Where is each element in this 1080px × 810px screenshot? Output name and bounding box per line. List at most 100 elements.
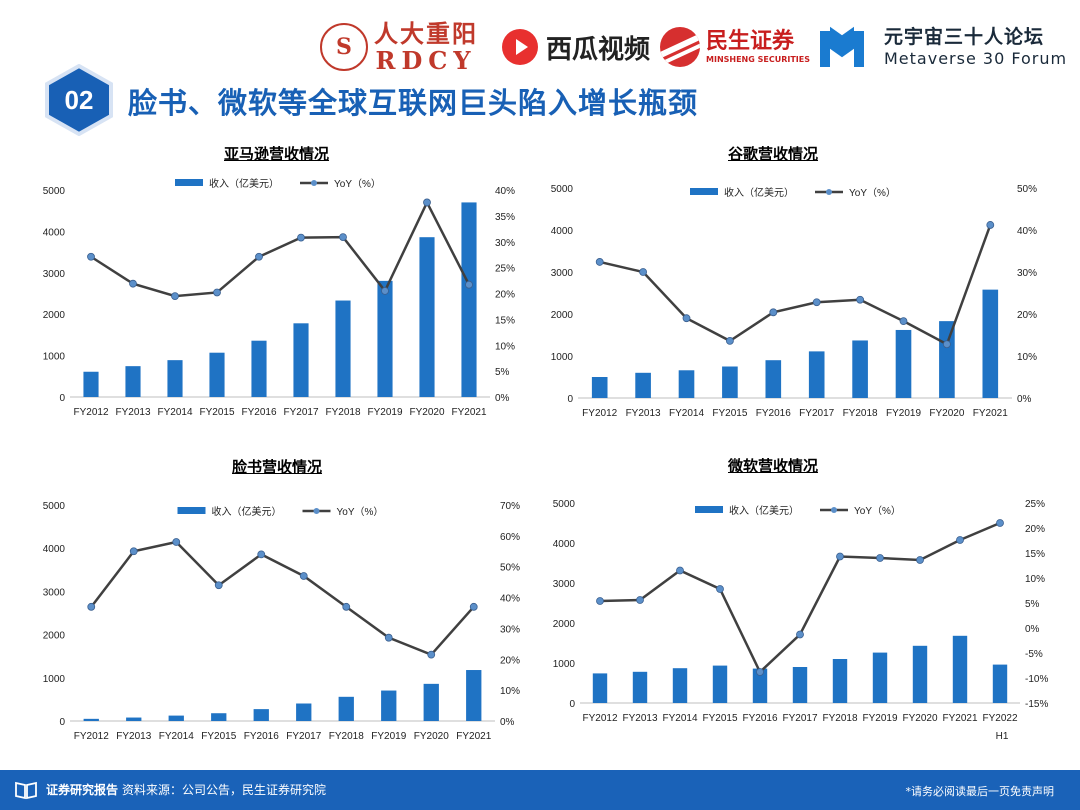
metaverse-m-icon (820, 26, 866, 67)
yoy-line (90, 199, 471, 298)
revenue-bar (293, 323, 309, 397)
yoy-point (299, 572, 308, 580)
footer-label: 证券研究报告 (46, 783, 119, 797)
legend-bar-label: 收入（亿美元） (724, 186, 794, 199)
revenue-bar (466, 670, 482, 721)
y-right-tick-label: 10% (495, 341, 515, 352)
legend-line-label: YoY（%） (334, 178, 381, 190)
yoy-point (255, 252, 263, 261)
y-right-tick-label: -5% (1025, 649, 1043, 660)
y-right-tick-label: 0% (500, 717, 515, 728)
logo-bar: S 人大重阳 RDCY 西瓜视频 民生证券 MINSHENG SECURITIE… (320, 14, 1070, 80)
y-left-tick-label: 4000 (553, 539, 576, 550)
y-left-tick-label: 3000 (43, 587, 66, 598)
legend-line-marker (311, 180, 317, 186)
footer-source: 资料来源：公司公告，民生证券研究院 (122, 783, 327, 797)
y-left-tick-label: 0 (569, 699, 575, 710)
revenue-bar (423, 683, 439, 721)
yoy-point (87, 602, 96, 611)
y-left-tick-label: 2000 (43, 631, 66, 642)
x-tick-label: FY2017 (799, 408, 834, 419)
yoy-point (87, 252, 95, 261)
x-tick-label: FY2014 (159, 731, 194, 742)
y-right-tick-label: 20% (1017, 310, 1037, 321)
y-right-tick-label: 10% (500, 686, 520, 697)
x-tick-label: FY2021 (456, 731, 491, 742)
y-left-tick-label: 4000 (43, 227, 66, 238)
y-right-tick-label: 15% (495, 315, 515, 326)
y-left-tick-label: 3000 (553, 579, 576, 590)
section-number: 02 (65, 85, 94, 115)
y-right-tick-label: -15% (1025, 699, 1048, 710)
y-right-tick-label: 30% (495, 238, 515, 249)
revenue-bar (251, 340, 267, 397)
yoy-point (836, 552, 844, 561)
revenue-bar (381, 690, 397, 721)
legend-line-marker (826, 189, 832, 195)
y-left-tick-label: 1000 (551, 352, 574, 363)
revenue-bar (167, 360, 183, 397)
page-title: 脸书、微软等全球互联网巨头陷入增长瓶颈 (128, 86, 699, 120)
y-right-tick-label: 40% (495, 186, 515, 197)
yoy-point (171, 292, 179, 300)
x-tick-label: FY2012 (582, 713, 617, 724)
y-right-tick-label: 40% (500, 594, 520, 605)
revenue-bar (296, 703, 312, 721)
y-left-tick-label: 4000 (551, 226, 574, 237)
y-right-tick-label: 30% (500, 624, 520, 635)
revenue-bar (632, 671, 648, 703)
x-tick-label: FY2020 (409, 407, 444, 418)
yoy-point (769, 308, 778, 317)
forum-name-cn: 元宇宙三十人论坛 (884, 26, 1045, 48)
x-tick-label: FY2014 (669, 408, 704, 419)
x-tick-label: FY2021 (451, 407, 486, 418)
x-tick-label: FY2018 (822, 713, 857, 724)
yoy-point (129, 279, 137, 288)
book-icon (15, 781, 37, 800)
x-tick-label: FY2021 (942, 713, 977, 724)
x-tick-label: FY2016 (244, 731, 279, 742)
legend-bar-swatch (175, 179, 203, 186)
revenue-bar (765, 360, 782, 398)
revenue-bar (895, 329, 912, 398)
revenue-bar (952, 635, 968, 703)
revenue-bar (752, 668, 768, 703)
yoy-point (172, 538, 181, 546)
yoy-point (257, 550, 266, 559)
revenue-bar (377, 280, 393, 397)
legend-line-label: YoY（%） (337, 506, 384, 518)
metaverse-forum-logo: 元宇宙三十人论坛 Metaverse 30 Forum (820, 14, 1070, 80)
revenue-bar (872, 652, 888, 703)
y-right-tick-label: 5% (495, 367, 510, 378)
x-tick-label: FY2016 (742, 713, 777, 724)
yoy-point (297, 233, 305, 242)
yoy-point (676, 566, 684, 575)
minsheng-logo: 民生证券 MINSHENG SECURITIES (660, 14, 810, 80)
legend-line-label: YoY（%） (854, 505, 901, 517)
x-tick-label: FY2017 (286, 731, 321, 742)
y-right-tick-label: 20% (500, 655, 520, 666)
chart-title-microsoft: 微软营收情况 (728, 457, 819, 475)
y-right-tick-label: 15% (1025, 549, 1045, 560)
y-right-tick-label: 5% (1025, 599, 1040, 610)
yoy-line (90, 540, 475, 657)
y-left-tick-label: 0 (567, 394, 573, 405)
revenue-bar (672, 668, 688, 703)
y-left-tick-label: 3000 (43, 269, 66, 280)
legend-line-marker (831, 507, 837, 513)
y-left-tick-label: 0 (59, 717, 65, 728)
chart-title-amazon: 亚马逊营收情况 (224, 145, 330, 163)
yoy-point (956, 536, 964, 544)
yoy-point (682, 314, 691, 323)
y-left-tick-label: 5000 (553, 499, 576, 510)
y-left-tick-label: 2000 (553, 619, 576, 630)
legend-bar-label: 收入（亿美元） (729, 504, 799, 517)
footer-disclaimer: *请务必阅读最后一页免责声明 (905, 785, 1055, 798)
legend-line-label: YoY（%） (849, 187, 896, 199)
revenue-bar (712, 665, 728, 703)
yoy-point (339, 233, 347, 241)
yoy-point (916, 556, 924, 564)
yoy-point (716, 585, 724, 593)
legend-bar-swatch (690, 188, 718, 195)
